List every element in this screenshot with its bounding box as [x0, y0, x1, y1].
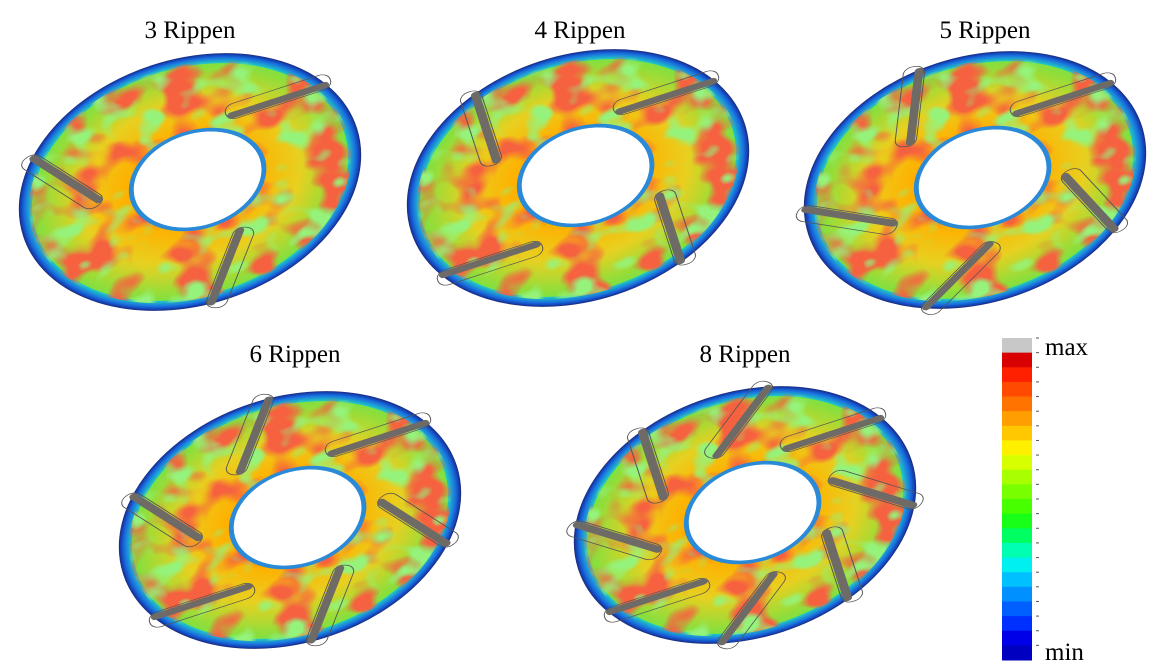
color-step	[1002, 353, 1032, 368]
disk-3	[0, 11, 397, 360]
panel-label: 4 Rippen	[535, 17, 626, 44]
color-step	[1002, 543, 1032, 558]
disk-5	[759, 3, 1156, 353]
color-step	[1002, 440, 1032, 455]
color-step	[1002, 572, 1032, 587]
color-step	[1002, 338, 1032, 353]
disk-4	[374, 7, 783, 348]
color-step	[1002, 587, 1032, 602]
color-step	[1002, 499, 1032, 514]
color-step	[1002, 645, 1032, 660]
color-step	[1002, 426, 1032, 441]
color-bar	[1002, 338, 1039, 661]
color-step	[1002, 514, 1032, 529]
color-step	[1002, 631, 1032, 646]
disk-8	[536, 341, 954, 666]
color-step	[1002, 528, 1032, 543]
color-step	[1002, 367, 1032, 382]
color-step	[1002, 382, 1032, 397]
panel-label: 3 Rippen	[145, 17, 236, 44]
panel-label: 5 Rippen	[940, 17, 1031, 44]
panel-label: 6 Rippen	[250, 341, 341, 368]
figure: 3 Rippen 4 Rippen 5 Rippen 6 Rippen 8 Ri…	[0, 0, 1156, 666]
color-step	[1002, 484, 1032, 499]
color-step	[1002, 616, 1032, 631]
color-step	[1002, 397, 1032, 412]
legend-max: max	[1045, 334, 1089, 361]
color-step	[1002, 455, 1032, 470]
panel-label: 8 Rippen	[700, 341, 791, 368]
disk-6	[83, 341, 497, 666]
color-step	[1002, 470, 1032, 485]
color-step	[1002, 411, 1032, 426]
color-step	[1002, 558, 1032, 573]
color-step	[1002, 601, 1032, 616]
legend-min: min	[1045, 639, 1084, 666]
